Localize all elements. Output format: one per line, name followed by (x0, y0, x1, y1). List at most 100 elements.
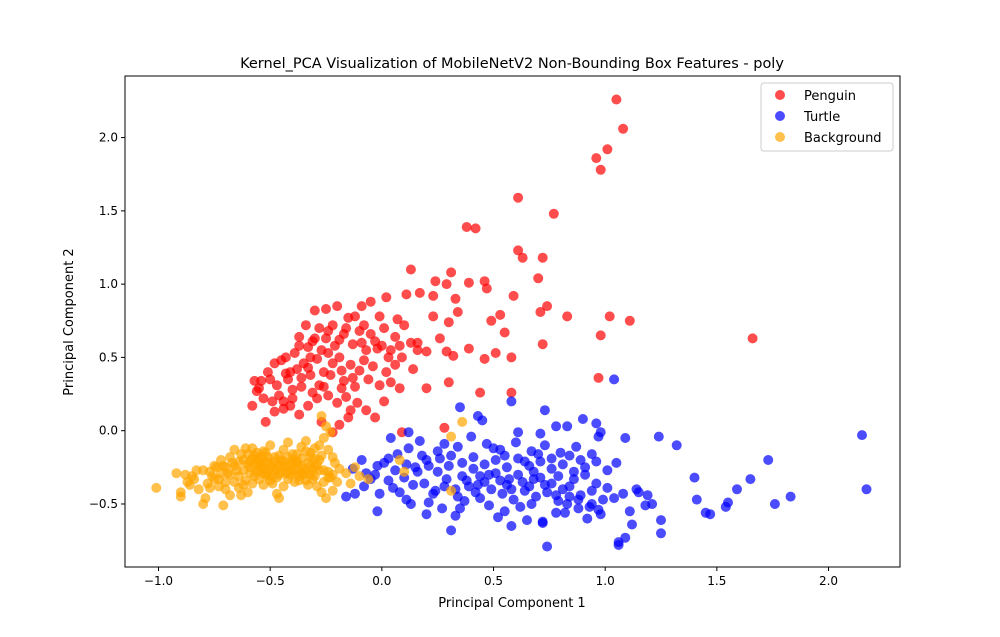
data-point (700, 507, 711, 518)
data-point (504, 474, 515, 485)
data-point (470, 223, 481, 234)
legend-label-background: Background (804, 131, 882, 146)
data-point (292, 449, 302, 460)
data-point (249, 375, 260, 386)
data-point (341, 323, 352, 334)
legend-label-penguin: Penguin (804, 89, 856, 104)
data-point (446, 267, 457, 278)
data-point (347, 372, 358, 383)
data-point (618, 488, 629, 499)
data-point (231, 465, 242, 476)
data-point (303, 342, 314, 353)
data-point (367, 361, 378, 372)
data-point (352, 397, 363, 408)
x-tick-label: 0.0 (372, 574, 391, 588)
x-tick-label: 1.5 (707, 574, 726, 588)
data-point (403, 427, 414, 438)
y-axis-label: Principal Component 2 (62, 248, 77, 395)
data-point (423, 460, 434, 471)
data-point (439, 438, 450, 449)
data-point (307, 387, 318, 398)
data-point (394, 340, 405, 351)
data-point (546, 453, 557, 464)
data-point (428, 488, 439, 499)
data-point (586, 485, 597, 496)
data-point (542, 541, 553, 552)
data-point (508, 290, 519, 301)
data-point (475, 471, 486, 482)
data-point (309, 333, 320, 344)
data-point (354, 471, 365, 482)
data-point (296, 372, 307, 383)
data-point (327, 485, 338, 496)
data-point (560, 507, 570, 518)
data-point (432, 466, 443, 477)
data-point (300, 436, 311, 446)
data-point (385, 345, 396, 356)
data-point (446, 431, 457, 442)
data-point (309, 305, 320, 316)
data-point (656, 528, 666, 539)
plot-border (124, 75, 901, 568)
series-background (151, 411, 468, 511)
data-point (595, 330, 606, 341)
data-point (539, 440, 550, 451)
data-point (227, 457, 238, 468)
data-point (627, 519, 637, 530)
data-point (671, 440, 682, 451)
data-point (620, 433, 631, 443)
data-point (423, 497, 434, 508)
data-point (519, 485, 530, 496)
data-point (513, 427, 524, 438)
data-point (522, 515, 532, 526)
data-point (450, 293, 461, 304)
data-point (653, 431, 664, 442)
data-point (490, 348, 501, 358)
data-point (258, 393, 269, 404)
data-point (204, 482, 215, 493)
data-point (379, 396, 390, 407)
data-point (289, 348, 300, 358)
data-point (218, 500, 229, 511)
data-point (385, 433, 396, 443)
data-point (213, 474, 224, 485)
data-point (428, 311, 439, 322)
data-point (280, 468, 291, 479)
data-point (602, 482, 613, 493)
data-point (551, 507, 562, 518)
x-axis-label: Principal Component 1 (438, 596, 585, 611)
data-point (365, 296, 376, 307)
legend-marker-background (775, 132, 785, 142)
y-tick-label: 1.0 (99, 277, 118, 291)
data-point (591, 478, 602, 489)
data-point (363, 474, 374, 485)
data-point (568, 466, 579, 477)
y-axis: −0.5 0.0 0.5 1.0 1.5 2.0 (89, 131, 125, 511)
data-point (305, 370, 316, 380)
data-point (356, 337, 367, 348)
data-point (461, 475, 472, 486)
data-point (723, 497, 733, 508)
data-point (314, 323, 325, 334)
data-point (513, 469, 524, 480)
x-axis: −1.0 −0.5 0.0 0.5 1.0 1.5 2.0 (144, 567, 838, 588)
data-point (475, 387, 486, 398)
points-layer (151, 94, 872, 552)
data-point (267, 471, 278, 482)
data-point (575, 455, 586, 465)
data-point (414, 436, 425, 446)
data-point (488, 443, 499, 454)
data-point (591, 153, 602, 164)
data-point (506, 484, 517, 495)
data-point (562, 311, 573, 322)
data-point (531, 491, 541, 502)
data-point (769, 499, 780, 509)
data-point (593, 372, 604, 383)
data-point (537, 339, 548, 350)
data-point (151, 482, 162, 493)
data-point (481, 283, 492, 294)
data-point (267, 396, 278, 407)
data-point (591, 418, 602, 429)
data-point (408, 479, 419, 490)
data-point (265, 374, 276, 385)
